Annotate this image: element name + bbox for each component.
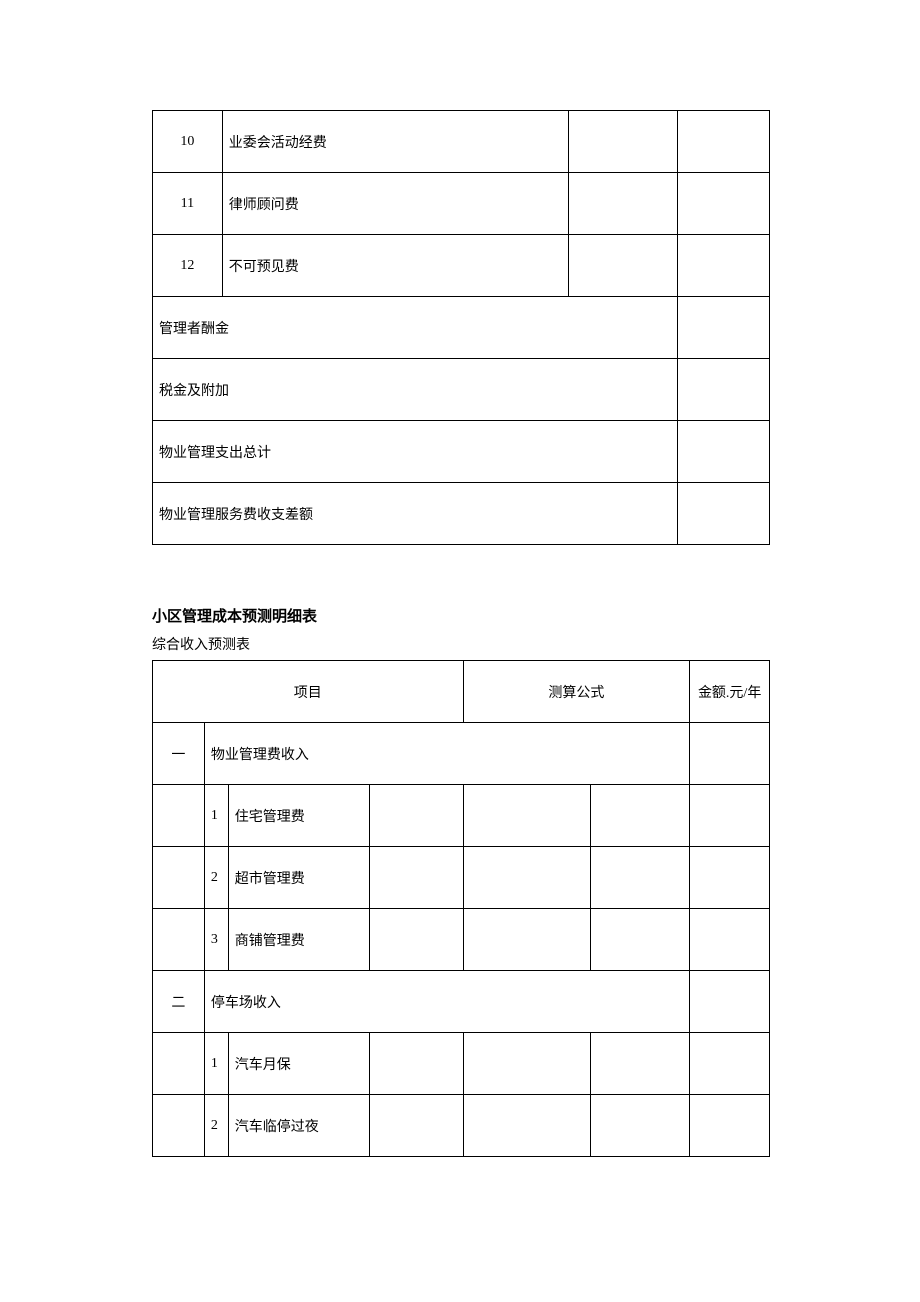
table-header-row: 项目 测算公式 金额.元/年: [153, 661, 770, 723]
table-row: 二停车场收入: [153, 971, 770, 1033]
row-label: 物业管理支出总计: [153, 421, 678, 483]
item-formula2: [590, 785, 689, 847]
item-blank: [153, 1095, 205, 1157]
item-label: 汽车月保: [228, 1033, 369, 1095]
section-subtitle: 综合收入预测表: [152, 634, 770, 654]
table-row: 物业管理支出总计: [153, 421, 770, 483]
table-row: 1汽车月保: [153, 1033, 770, 1095]
item-formula2: [590, 1033, 689, 1095]
row-value2: [678, 235, 770, 297]
group-label: 停车场收入: [204, 971, 689, 1033]
table-row: 11律师顾问费: [153, 173, 770, 235]
row-value2: [678, 173, 770, 235]
table-row: 税金及附加: [153, 359, 770, 421]
row-value1: [568, 173, 677, 235]
row-value: [678, 359, 770, 421]
group-label: 物业管理费收入: [204, 723, 689, 785]
item-col4: [370, 1095, 463, 1157]
table-row: 1住宅管理费: [153, 785, 770, 847]
item-amount: [690, 1095, 770, 1157]
row-label: 不可预见费: [222, 235, 568, 297]
item-col4: [370, 1033, 463, 1095]
row-value: [678, 483, 770, 545]
item-blank: [153, 909, 205, 971]
item-formula1: [463, 1095, 590, 1157]
item-blank: [153, 1033, 205, 1095]
item-col4: [370, 785, 463, 847]
row-label: 税金及附加: [153, 359, 678, 421]
item-label: 住宅管理费: [228, 785, 369, 847]
header-formula: 测算公式: [463, 661, 690, 723]
row-number: 12: [153, 235, 223, 297]
table-row: 3商铺管理费: [153, 909, 770, 971]
row-value: [678, 421, 770, 483]
group-amount: [690, 971, 770, 1033]
item-formula1: [463, 785, 590, 847]
row-number: 11: [153, 173, 223, 235]
row-label: 管理者酬金: [153, 297, 678, 359]
group-amount: [690, 723, 770, 785]
item-subindex: 3: [204, 909, 228, 971]
row-label: 律师顾问费: [222, 173, 568, 235]
row-value2: [678, 111, 770, 173]
table-row: 12不可预见费: [153, 235, 770, 297]
row-value1: [568, 235, 677, 297]
item-formula1: [463, 1033, 590, 1095]
item-formula2: [590, 847, 689, 909]
table-row: 一物业管理费收入: [153, 723, 770, 785]
header-project: 项目: [153, 661, 464, 723]
row-value: [678, 297, 770, 359]
group-index: 一: [153, 723, 205, 785]
item-subindex: 2: [204, 847, 228, 909]
item-label: 汽车临停过夜: [228, 1095, 369, 1157]
item-subindex: 1: [204, 785, 228, 847]
table-row: 2汽车临停过夜: [153, 1095, 770, 1157]
item-formula2: [590, 1095, 689, 1157]
item-formula1: [463, 909, 590, 971]
section-title: 小区管理成本预测明细表: [152, 605, 770, 626]
row-value1: [568, 111, 677, 173]
item-blank: [153, 847, 205, 909]
item-amount: [690, 909, 770, 971]
item-subindex: 1: [204, 1033, 228, 1095]
table-row: 10业委会活动经费: [153, 111, 770, 173]
item-amount: [690, 785, 770, 847]
row-label: 业委会活动经费: [222, 111, 568, 173]
item-formula2: [590, 909, 689, 971]
table-row: 2超市管理费: [153, 847, 770, 909]
table-row: 管理者酬金: [153, 297, 770, 359]
item-label: 超市管理费: [228, 847, 369, 909]
item-blank: [153, 785, 205, 847]
item-subindex: 2: [204, 1095, 228, 1157]
item-col4: [370, 909, 463, 971]
table-row: 物业管理服务费收支差额: [153, 483, 770, 545]
group-index: 二: [153, 971, 205, 1033]
item-amount: [690, 1033, 770, 1095]
row-label: 物业管理服务费收支差额: [153, 483, 678, 545]
item-label: 商铺管理费: [228, 909, 369, 971]
item-amount: [690, 847, 770, 909]
item-formula1: [463, 847, 590, 909]
header-amount: 金额.元/年: [690, 661, 770, 723]
income-forecast-table: 项目 测算公式 金额.元/年 一物业管理费收入1住宅管理费2超市管理费3商铺管理…: [152, 660, 770, 1157]
cost-table-upper: 10业委会活动经费11律师顾问费12不可预见费管理者酬金税金及附加物业管理支出总…: [152, 110, 770, 545]
row-number: 10: [153, 111, 223, 173]
item-col4: [370, 847, 463, 909]
